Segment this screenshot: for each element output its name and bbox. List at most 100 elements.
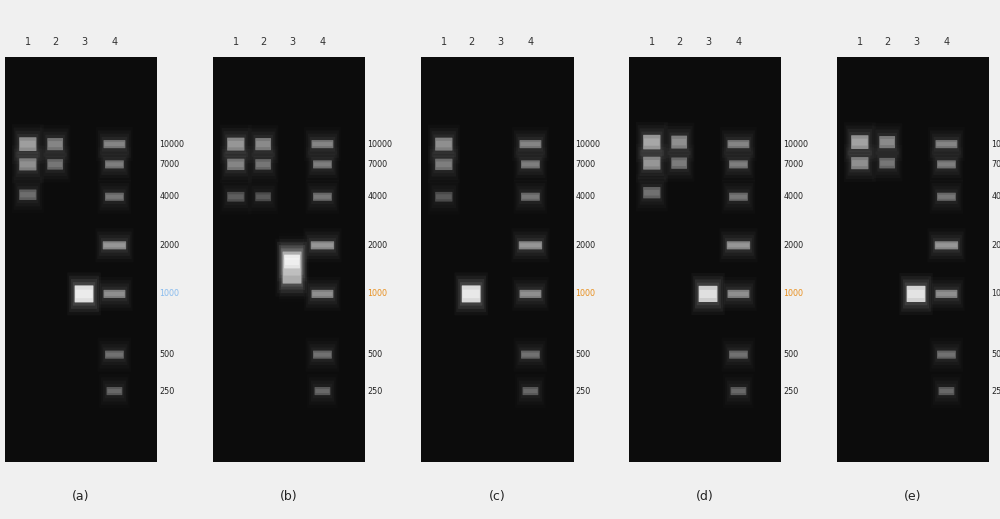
FancyBboxPatch shape bbox=[105, 351, 124, 359]
FancyBboxPatch shape bbox=[222, 149, 250, 180]
Text: 4000: 4000 bbox=[575, 192, 595, 201]
FancyBboxPatch shape bbox=[252, 153, 275, 176]
FancyBboxPatch shape bbox=[106, 195, 123, 199]
FancyBboxPatch shape bbox=[256, 195, 270, 199]
Bar bbox=[282, 249, 302, 286]
FancyBboxPatch shape bbox=[436, 141, 452, 147]
FancyBboxPatch shape bbox=[433, 156, 454, 173]
Text: 10000: 10000 bbox=[991, 140, 1000, 148]
FancyBboxPatch shape bbox=[223, 152, 248, 176]
Text: 10000: 10000 bbox=[575, 140, 600, 148]
FancyBboxPatch shape bbox=[695, 279, 721, 308]
Text: 3: 3 bbox=[289, 37, 295, 47]
Text: 3: 3 bbox=[81, 37, 87, 47]
FancyBboxPatch shape bbox=[255, 159, 271, 170]
FancyBboxPatch shape bbox=[15, 183, 40, 207]
FancyBboxPatch shape bbox=[516, 183, 545, 211]
FancyBboxPatch shape bbox=[519, 140, 541, 148]
FancyBboxPatch shape bbox=[312, 142, 332, 146]
FancyBboxPatch shape bbox=[728, 142, 748, 146]
FancyBboxPatch shape bbox=[314, 352, 331, 357]
FancyBboxPatch shape bbox=[521, 193, 540, 201]
FancyBboxPatch shape bbox=[105, 160, 124, 168]
FancyBboxPatch shape bbox=[644, 190, 660, 196]
FancyBboxPatch shape bbox=[309, 186, 336, 207]
FancyBboxPatch shape bbox=[936, 142, 956, 146]
FancyBboxPatch shape bbox=[522, 352, 539, 357]
FancyBboxPatch shape bbox=[876, 130, 899, 155]
FancyBboxPatch shape bbox=[310, 286, 335, 301]
FancyBboxPatch shape bbox=[19, 158, 36, 170]
FancyBboxPatch shape bbox=[731, 387, 746, 395]
FancyBboxPatch shape bbox=[936, 243, 957, 248]
FancyBboxPatch shape bbox=[97, 231, 132, 259]
Text: (a): (a) bbox=[72, 490, 90, 503]
FancyBboxPatch shape bbox=[308, 183, 337, 211]
FancyBboxPatch shape bbox=[431, 185, 456, 208]
FancyBboxPatch shape bbox=[519, 241, 542, 249]
FancyBboxPatch shape bbox=[103, 140, 125, 148]
FancyBboxPatch shape bbox=[250, 149, 277, 180]
FancyBboxPatch shape bbox=[697, 282, 719, 305]
FancyBboxPatch shape bbox=[101, 186, 128, 207]
FancyBboxPatch shape bbox=[311, 157, 334, 172]
FancyBboxPatch shape bbox=[939, 389, 953, 393]
FancyBboxPatch shape bbox=[929, 231, 964, 259]
FancyBboxPatch shape bbox=[44, 132, 67, 157]
FancyBboxPatch shape bbox=[644, 160, 660, 167]
FancyBboxPatch shape bbox=[851, 157, 868, 169]
Text: 2: 2 bbox=[52, 37, 58, 47]
FancyBboxPatch shape bbox=[932, 341, 961, 368]
FancyBboxPatch shape bbox=[729, 193, 748, 201]
FancyBboxPatch shape bbox=[724, 341, 753, 368]
FancyBboxPatch shape bbox=[729, 384, 748, 399]
FancyBboxPatch shape bbox=[14, 180, 42, 210]
Text: 7000: 7000 bbox=[783, 160, 804, 169]
Text: 1000: 1000 bbox=[991, 290, 1000, 298]
FancyBboxPatch shape bbox=[314, 162, 331, 167]
FancyBboxPatch shape bbox=[516, 151, 545, 178]
FancyBboxPatch shape bbox=[15, 131, 40, 157]
FancyBboxPatch shape bbox=[103, 290, 125, 298]
FancyBboxPatch shape bbox=[309, 377, 336, 405]
FancyBboxPatch shape bbox=[933, 377, 960, 405]
FancyBboxPatch shape bbox=[47, 159, 63, 170]
FancyBboxPatch shape bbox=[727, 380, 750, 402]
FancyBboxPatch shape bbox=[313, 160, 332, 168]
FancyBboxPatch shape bbox=[309, 344, 336, 365]
FancyBboxPatch shape bbox=[671, 135, 687, 148]
FancyBboxPatch shape bbox=[723, 235, 754, 256]
FancyBboxPatch shape bbox=[462, 285, 481, 303]
FancyBboxPatch shape bbox=[15, 152, 40, 177]
FancyBboxPatch shape bbox=[14, 128, 42, 161]
FancyBboxPatch shape bbox=[253, 189, 273, 204]
FancyBboxPatch shape bbox=[42, 149, 69, 180]
FancyBboxPatch shape bbox=[436, 194, 452, 199]
FancyBboxPatch shape bbox=[252, 132, 275, 157]
FancyBboxPatch shape bbox=[223, 185, 248, 208]
FancyBboxPatch shape bbox=[729, 351, 748, 359]
FancyBboxPatch shape bbox=[933, 186, 960, 207]
Text: 500: 500 bbox=[783, 350, 799, 359]
Text: 500: 500 bbox=[159, 350, 175, 359]
FancyBboxPatch shape bbox=[727, 241, 750, 249]
FancyBboxPatch shape bbox=[852, 139, 868, 145]
FancyBboxPatch shape bbox=[879, 136, 895, 148]
FancyBboxPatch shape bbox=[519, 347, 542, 362]
FancyBboxPatch shape bbox=[724, 151, 753, 178]
FancyBboxPatch shape bbox=[104, 142, 124, 146]
FancyBboxPatch shape bbox=[934, 137, 959, 152]
FancyBboxPatch shape bbox=[641, 154, 662, 173]
FancyBboxPatch shape bbox=[937, 351, 956, 359]
FancyBboxPatch shape bbox=[99, 235, 130, 256]
FancyBboxPatch shape bbox=[877, 155, 897, 172]
FancyBboxPatch shape bbox=[937, 193, 956, 201]
Text: 4: 4 bbox=[527, 37, 534, 47]
FancyBboxPatch shape bbox=[666, 126, 693, 158]
FancyBboxPatch shape bbox=[44, 153, 67, 176]
FancyBboxPatch shape bbox=[639, 181, 664, 205]
FancyBboxPatch shape bbox=[721, 231, 756, 259]
FancyBboxPatch shape bbox=[932, 151, 961, 178]
FancyBboxPatch shape bbox=[308, 151, 337, 178]
FancyBboxPatch shape bbox=[280, 248, 304, 275]
